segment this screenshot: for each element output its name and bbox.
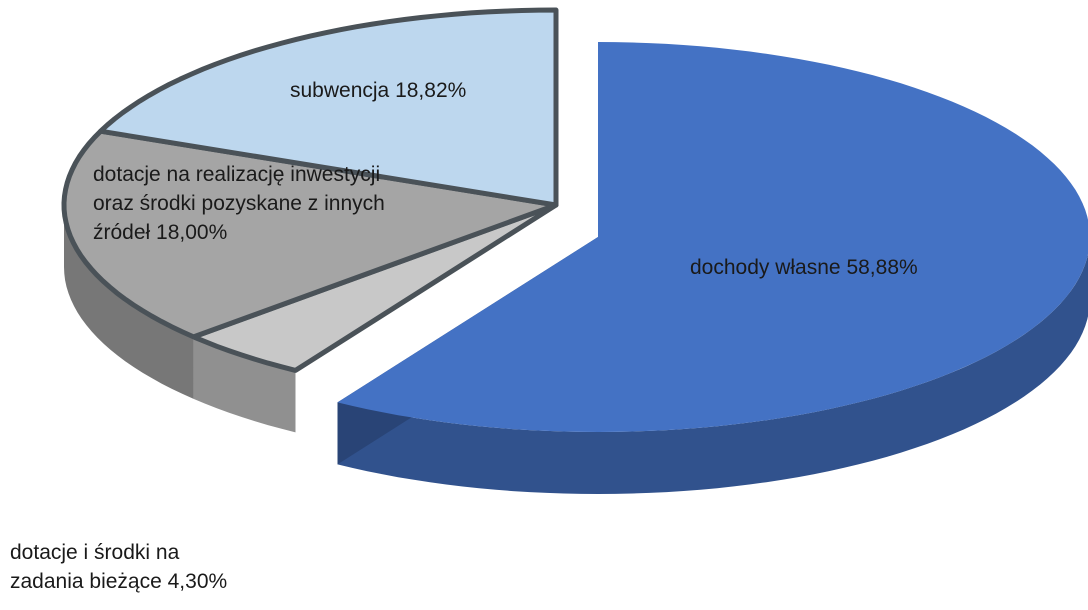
- label-value: 18,82%: [395, 79, 467, 102]
- data-label: dotacje na realizację inwestycji oraz śr…: [93, 160, 423, 247]
- label-category: dotacje i środki na zadania bieżące: [10, 541, 180, 593]
- label-value: 4,30%: [167, 570, 228, 593]
- slice: [191, 202, 559, 373]
- slice-side: [193, 336, 296, 433]
- slice-side: [337, 254, 1088, 494]
- slice: [98, 7, 559, 208]
- label-category: subwencja: [290, 79, 390, 102]
- label-category: dotacje na realizację inwestycji oraz śr…: [93, 163, 385, 244]
- slice: [61, 128, 559, 340]
- data-label: dochody własne 58,88%: [690, 253, 1010, 282]
- slice: [337, 42, 1088, 432]
- label-value: 58,88%: [846, 256, 918, 279]
- label-value: 18,00%: [156, 221, 228, 244]
- data-label: subwencja 18,82%: [290, 76, 590, 105]
- data-label: dotacje i środki na zadania bieżące 4,30…: [10, 538, 230, 596]
- label-category: dochody własne: [690, 256, 841, 279]
